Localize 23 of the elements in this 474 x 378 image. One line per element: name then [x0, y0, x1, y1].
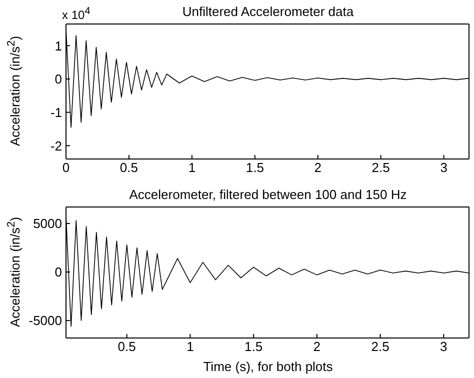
x-tick-label: 3	[440, 339, 448, 354]
x-tick-label: 3	[440, 160, 448, 176]
chart-title: Accelerometer, filtered between 100 and 150 Hz	[128, 187, 408, 202]
x-tick-label: 0.5	[118, 339, 136, 354]
y-tick-label: 5000	[33, 216, 62, 232]
chart-title: Unfiltered Accelerometer data	[182, 4, 354, 19]
x-tick-label: 2.5	[371, 339, 390, 354]
x-tick-label: 1	[188, 160, 196, 176]
y-tick-label: 0	[54, 264, 62, 280]
x-tick-label: 1	[186, 339, 194, 354]
y-tick-label: -5000	[28, 313, 62, 328]
y-tick-label: -1	[50, 104, 62, 120]
x-tick-label: 2.5	[372, 160, 390, 176]
x-tick-label: 0.5	[120, 160, 138, 176]
x-axis-title: Time (s), for both plots	[202, 359, 334, 374]
y-tick-label: -2	[50, 138, 62, 154]
text: x 10$^{4}$	[62, 6, 90, 22]
x-tick-label: 1.5	[244, 339, 263, 354]
x-tick-label: 2	[314, 160, 322, 176]
y-tick-label: 1	[54, 38, 62, 54]
x-tick-label: 2	[313, 339, 321, 354]
y-tick-label: 0	[54, 72, 62, 87]
x-tick-label: 1.5	[246, 160, 264, 176]
